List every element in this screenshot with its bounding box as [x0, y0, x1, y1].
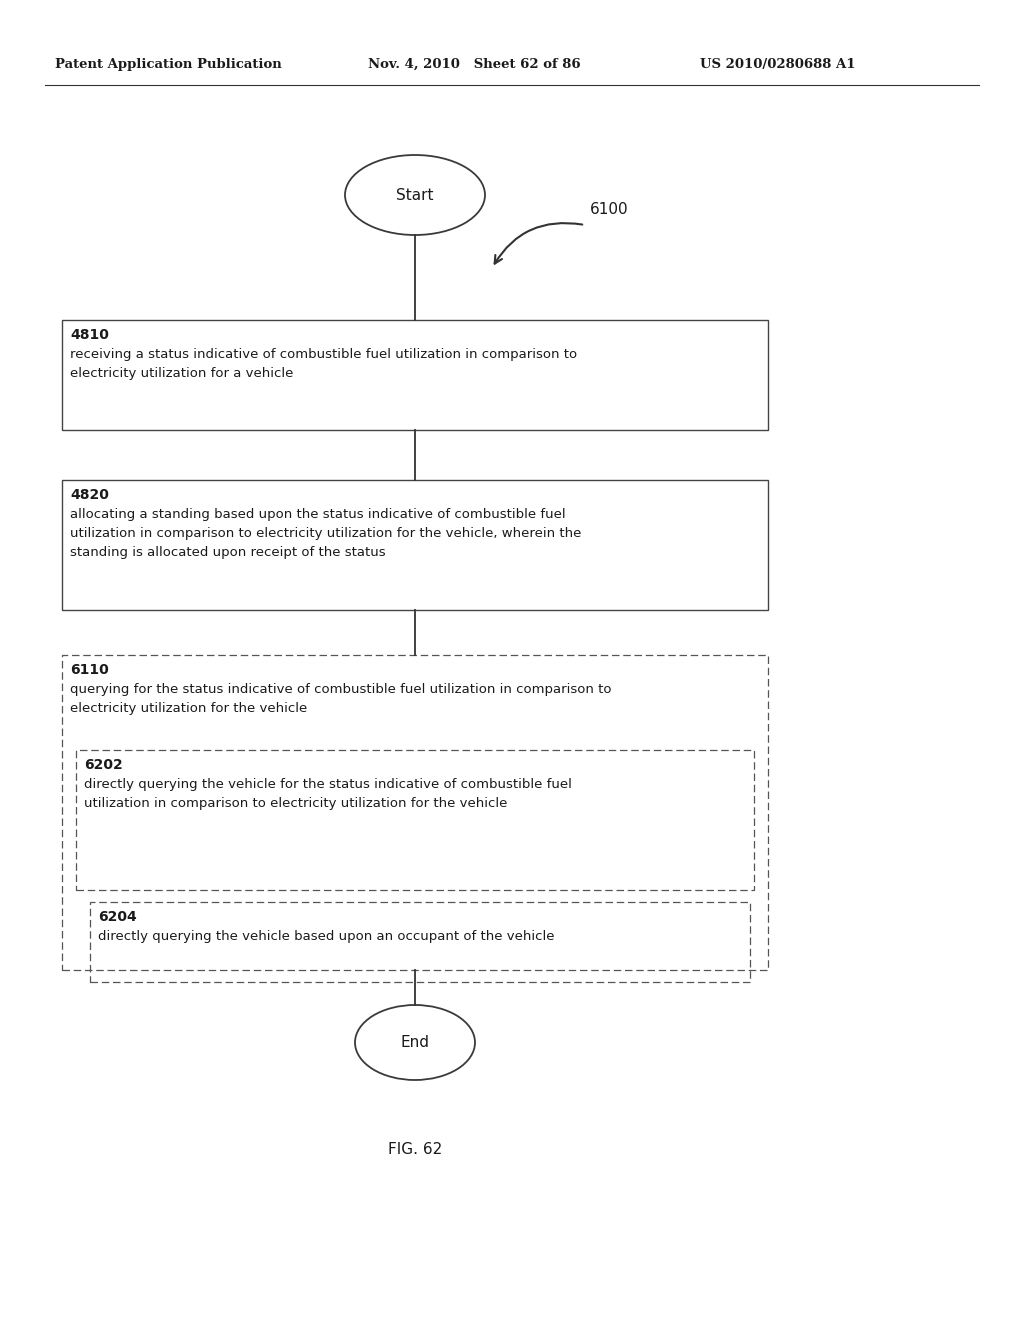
- Bar: [76, 750, 754, 890]
- Text: allocating a standing based upon the status indicative of combustible fuel
utili: allocating a standing based upon the sta…: [70, 508, 582, 558]
- Text: Patent Application Publication: Patent Application Publication: [55, 58, 282, 71]
- Text: FIG. 62: FIG. 62: [388, 1143, 442, 1158]
- Text: Start: Start: [396, 187, 434, 202]
- Text: directly querying the vehicle for the status indicative of combustible fuel
util: directly querying the vehicle for the st…: [84, 777, 571, 810]
- Text: querying for the status indicative of combustible fuel utilization in comparison: querying for the status indicative of co…: [70, 682, 611, 715]
- Bar: [90, 902, 750, 982]
- Text: receiving a status indicative of combustible fuel utilization in comparison to
e: receiving a status indicative of combust…: [70, 348, 578, 380]
- Bar: [62, 480, 768, 610]
- Text: US 2010/0280688 A1: US 2010/0280688 A1: [700, 58, 855, 71]
- Text: 4820: 4820: [70, 488, 109, 502]
- Text: 6202: 6202: [84, 758, 123, 772]
- FancyArrowPatch shape: [495, 223, 583, 264]
- Text: 6204: 6204: [98, 909, 137, 924]
- Text: 4810: 4810: [70, 327, 109, 342]
- Text: Nov. 4, 2010   Sheet 62 of 86: Nov. 4, 2010 Sheet 62 of 86: [368, 58, 581, 71]
- Text: 6100: 6100: [590, 202, 629, 218]
- Text: End: End: [400, 1035, 429, 1049]
- Bar: [62, 655, 768, 970]
- Text: directly querying the vehicle based upon an occupant of the vehicle: directly querying the vehicle based upon…: [98, 931, 555, 942]
- Text: 6110: 6110: [70, 663, 109, 677]
- Bar: [62, 319, 768, 430]
